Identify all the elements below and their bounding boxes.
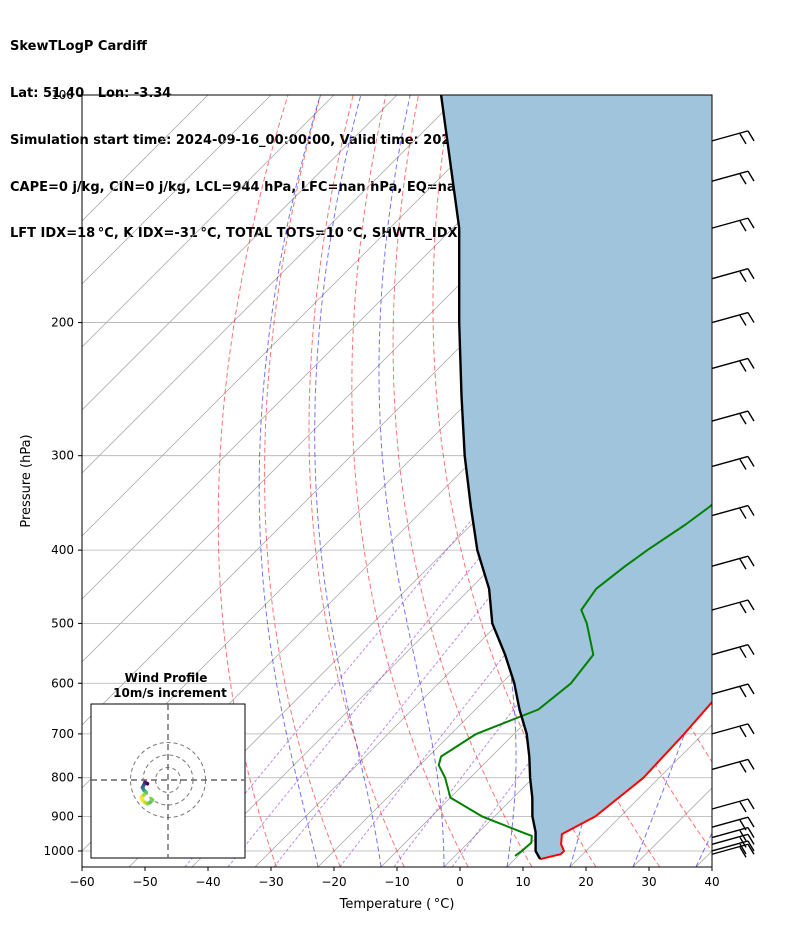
wind-barb (711, 217, 755, 232)
x-tick-label: 40 (704, 875, 719, 889)
x-tick-label: −20 (321, 875, 346, 889)
hodograph-title: Wind Profile (125, 671, 208, 685)
wind-barb (711, 833, 755, 848)
y-tick-label: 700 (51, 727, 74, 741)
mixing-ratio-line (184, 455, 526, 867)
dry-adiabat (777, 95, 794, 867)
dry-adiabat (432, 95, 597, 867)
dry-adiabat (392, 95, 533, 867)
isotherm-line (82, 95, 524, 537)
wind-barb (711, 311, 755, 326)
isotherm-line (759, 95, 794, 867)
dry-adiabat (711, 95, 712, 104)
x-tick-label: 10 (515, 875, 530, 889)
y-tick-label: 1000 (43, 844, 74, 858)
wind-barbs (711, 130, 755, 858)
y-tick-label: 600 (51, 676, 74, 690)
wind-barb (711, 826, 755, 841)
cin-shading (441, 95, 712, 860)
y-tick-label: 800 (51, 771, 74, 785)
x-tick-label: 30 (641, 875, 656, 889)
x-axis: −60 −50 −40 −30 −20 −10 0 10 20 30 40 (69, 867, 720, 889)
temperature-line (539, 700, 712, 861)
isotherm-line (380, 535, 712, 867)
x-tick-label: 0 (456, 875, 464, 889)
isotherm-line (569, 724, 712, 867)
dry-adiabat (351, 95, 469, 867)
wind-barb (711, 410, 755, 425)
isotherm-line (82, 95, 272, 285)
dry-adiabat (745, 95, 794, 867)
wind-barb (711, 840, 755, 855)
isotherm-line (82, 95, 335, 348)
wind-barb (711, 843, 755, 858)
dewpoint-line (437, 503, 712, 857)
wind-barb (711, 170, 755, 185)
hodograph (91, 704, 245, 858)
dry-adiabat (308, 95, 405, 867)
moist-adiabat (314, 95, 382, 867)
wind-barb (711, 504, 755, 519)
profile-lines (437, 95, 712, 861)
cape-area (441, 95, 712, 860)
wind-barb (711, 644, 755, 659)
y-tick-label: 900 (51, 809, 74, 823)
x-tick-label: −40 (195, 875, 220, 889)
isotherm-line (82, 95, 587, 600)
wind-barb (711, 130, 755, 145)
isotherm-line (82, 95, 398, 411)
x-tick-label: −30 (258, 875, 283, 889)
y-tick-label: 300 (51, 449, 74, 463)
mixing-ratio-line (227, 455, 564, 867)
x-tick-label: −60 (69, 875, 94, 889)
wind-barb (711, 268, 755, 283)
wind-barb (711, 555, 755, 570)
x-tick-label: −50 (132, 875, 157, 889)
isotherm-line (82, 95, 461, 474)
mixing-ratio-line (393, 455, 711, 867)
x-tick-label: −10 (384, 875, 409, 889)
wind-barb (711, 816, 755, 831)
wind-barb (711, 723, 755, 738)
y-tick-label: 100 (51, 88, 74, 102)
dry-adiabat (264, 95, 341, 867)
wind-barb (711, 357, 755, 372)
moist-adiabat (378, 95, 445, 867)
wind-barb (711, 758, 755, 773)
hodograph-segment (149, 797, 155, 802)
x-axis-label: Temperature ( °C) (339, 897, 455, 912)
dry-adiabat (217, 95, 289, 867)
location-line: Lat: 51.40 Lon: -3.34 (10, 85, 172, 101)
parcel-line (439, 95, 542, 860)
y-axis-label: Pressure (hPa) (19, 434, 34, 527)
y-tick-label: 200 (51, 316, 74, 330)
y-tick-label: 400 (51, 543, 74, 557)
wind-barb (711, 683, 755, 698)
x-tick-label: 20 (578, 875, 593, 889)
wind-barb (711, 455, 755, 470)
hodograph-subtitle: 10m/s increment (113, 686, 227, 700)
wind-barb (711, 599, 755, 614)
moist-adiabat (258, 95, 321, 867)
y-axis: 100 200 300 400 500 600 700 800 900 1000 (43, 88, 82, 858)
chart-title: SkewTLogP Cardiff (10, 39, 147, 55)
y-tick-label: 500 (51, 616, 74, 630)
wind-barb (711, 798, 755, 813)
